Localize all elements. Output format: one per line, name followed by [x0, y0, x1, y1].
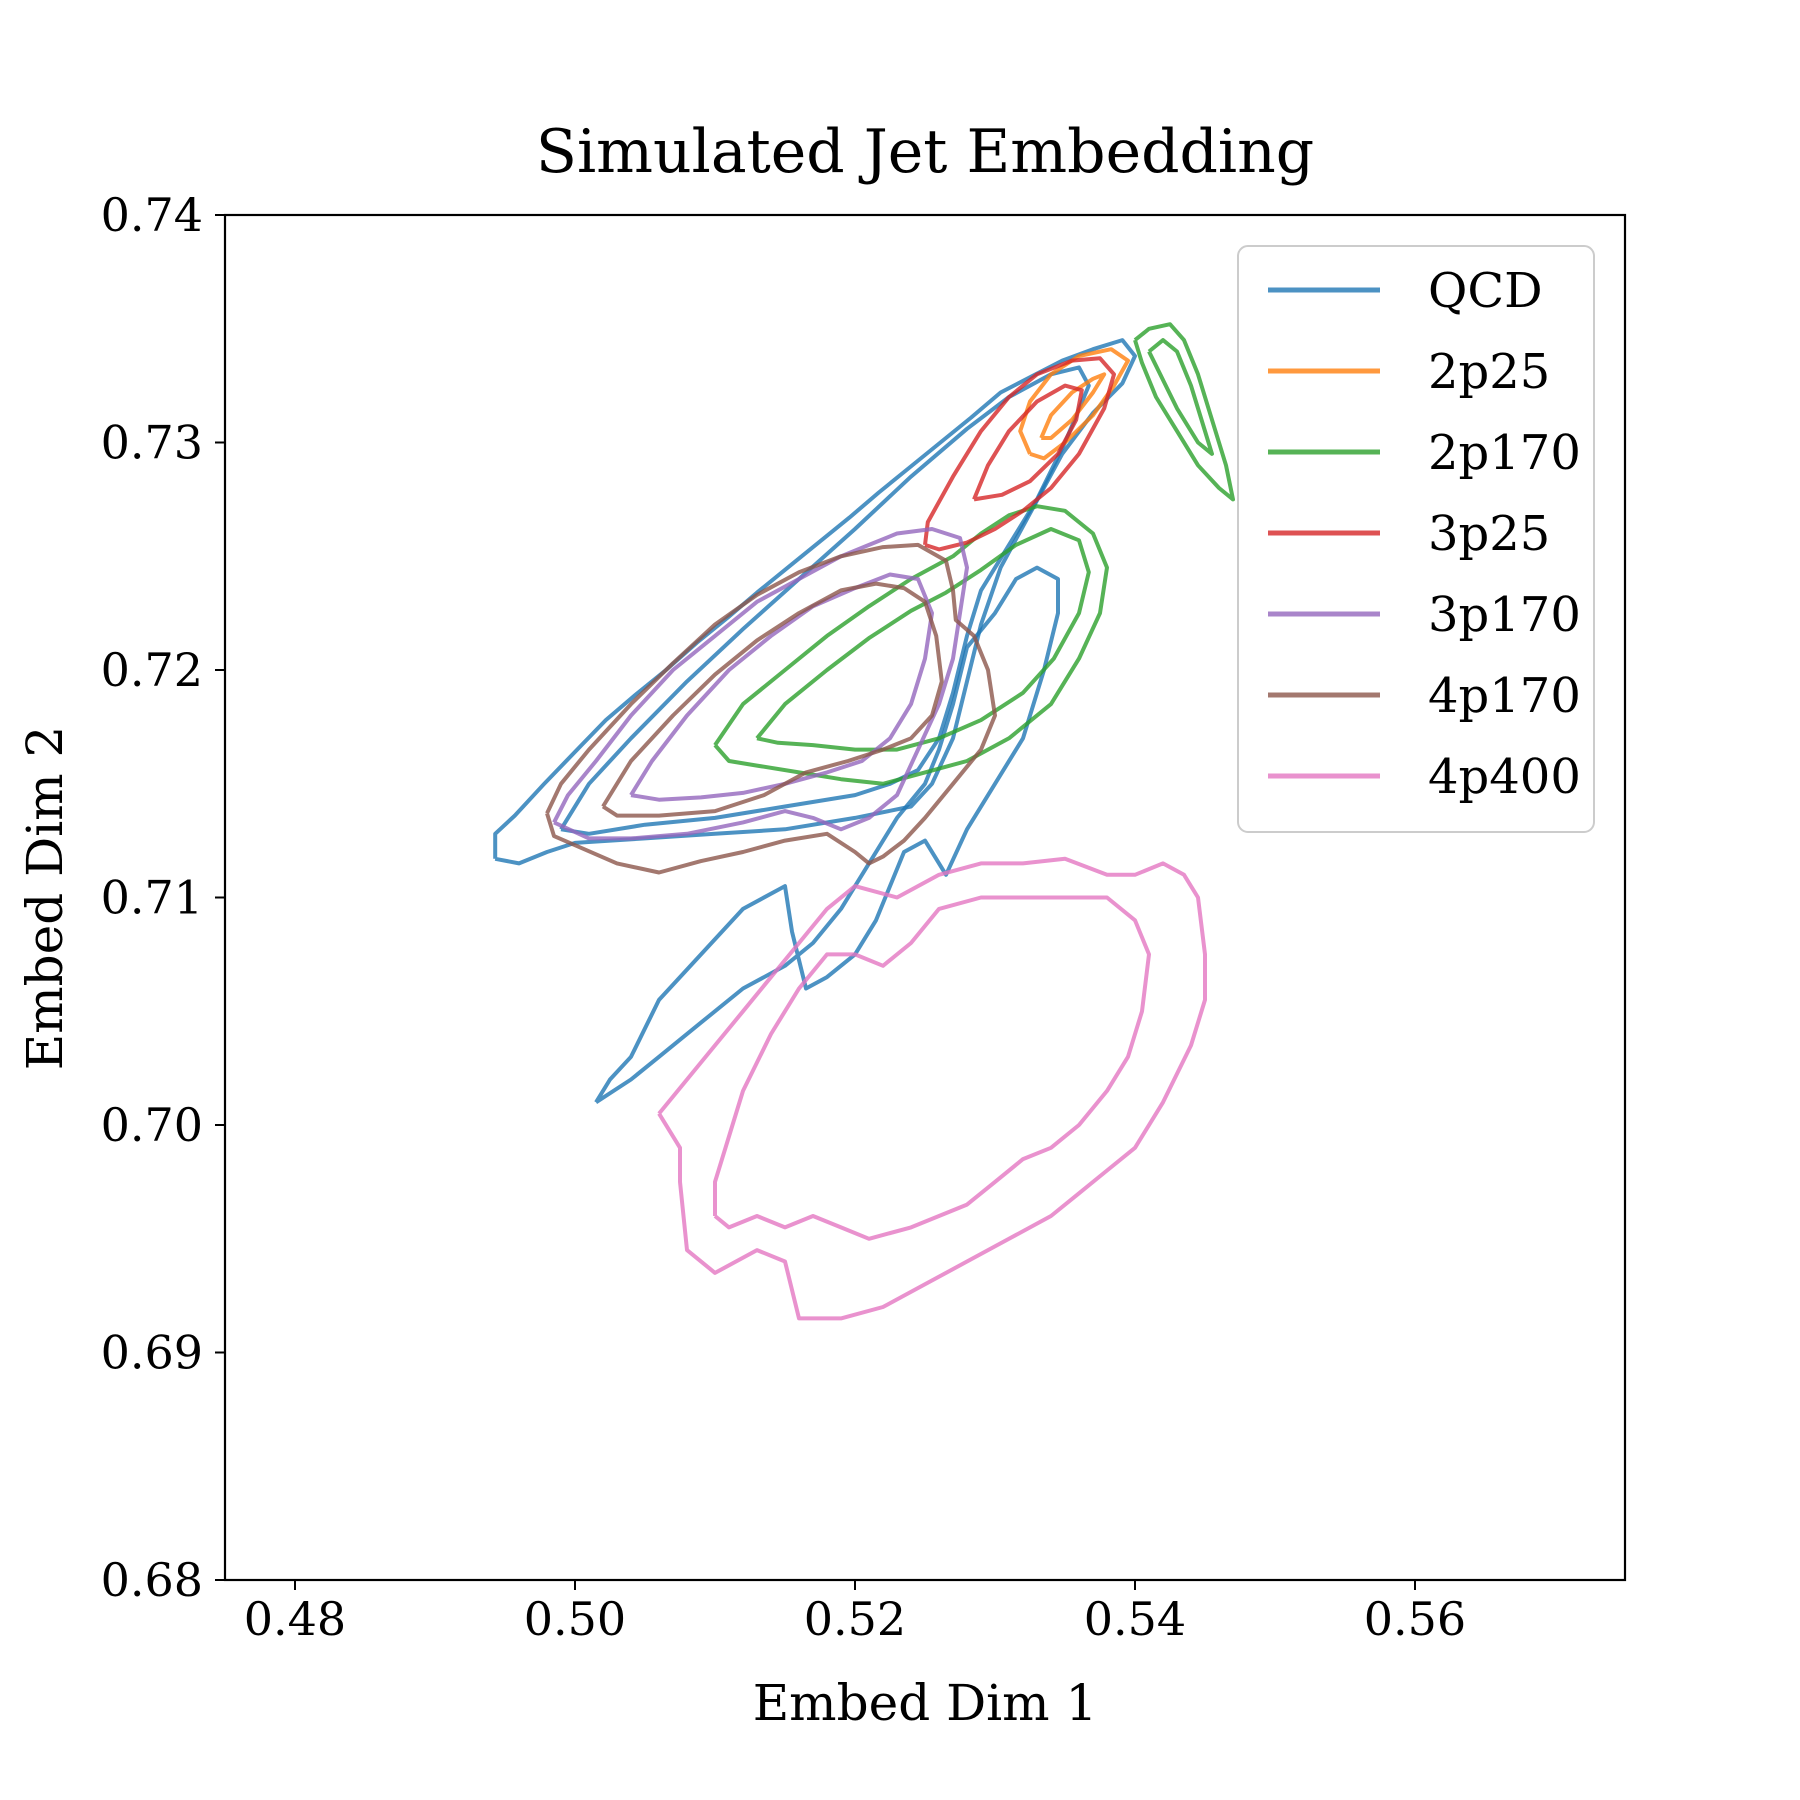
legend-label: 3p25: [1428, 506, 1550, 562]
series-3p170-contours: [552, 527, 969, 841]
contour-line: [657, 856, 1207, 1321]
legend-box: [1237, 245, 1595, 833]
y-tick-label: 0.71: [101, 871, 203, 925]
contour-line: [713, 504, 1109, 786]
x-tick-label: 0.54: [1084, 1592, 1186, 1646]
legend-label: 4p170: [1428, 668, 1581, 724]
contour-line: [594, 565, 1060, 1104]
contour-line: [755, 527, 1091, 752]
x-axis-label: Embed Dim 1: [753, 1674, 1098, 1732]
contour-line: [559, 365, 1091, 836]
y-axis-label: Embed Dim 2: [16, 726, 74, 1071]
legend-label: QCD: [1428, 263, 1543, 319]
contour-lines: [493, 322, 1235, 1321]
legend-label: 2p25: [1428, 344, 1550, 400]
x-tick-label: 0.56: [1364, 1592, 1466, 1646]
contour-line: [545, 542, 997, 875]
legend-label: 4p400: [1428, 749, 1581, 805]
contour-line: [601, 581, 944, 818]
contour-line: [1039, 372, 1107, 440]
x-tick-label: 0.50: [524, 1592, 626, 1646]
legend: QCD 2p25 2p170 3p25 3p170 4p170 4p400: [1237, 245, 1595, 833]
series-4p170-contours: [545, 542, 997, 875]
series-4p400-contours: [657, 856, 1207, 1321]
y-axis: 0.68 0.69 0.70 0.71 0.72 0.73 0.74: [101, 188, 225, 1607]
contour-line: [1133, 322, 1235, 502]
series-3p25-contours: [923, 356, 1116, 552]
x-axis: 0.48 0.50 0.52 0.54 0.56: [244, 1580, 1466, 1646]
y-tick-label: 0.69: [101, 1326, 203, 1380]
y-tick-label: 0.74: [101, 188, 203, 242]
contour-line: [713, 895, 1151, 1241]
y-tick-label: 0.73: [101, 416, 203, 470]
contour-line: [629, 572, 934, 802]
chart-title: Simulated Jet Embedding: [536, 117, 1314, 187]
contour-line: [972, 383, 1084, 502]
y-tick-label: 0.72: [101, 643, 203, 697]
legend-label: 3p170: [1428, 587, 1581, 643]
contour-line: [923, 356, 1116, 552]
y-tick-label: 0.68: [101, 1553, 203, 1607]
contour-line: [552, 527, 969, 841]
series-2p170-contours: [713, 322, 1235, 786]
contour-line: [1147, 338, 1214, 456]
y-tick-label: 0.70: [101, 1098, 203, 1152]
x-tick-label: 0.52: [804, 1592, 906, 1646]
legend-label: 2p170: [1428, 425, 1581, 481]
x-tick-label: 0.48: [244, 1592, 346, 1646]
